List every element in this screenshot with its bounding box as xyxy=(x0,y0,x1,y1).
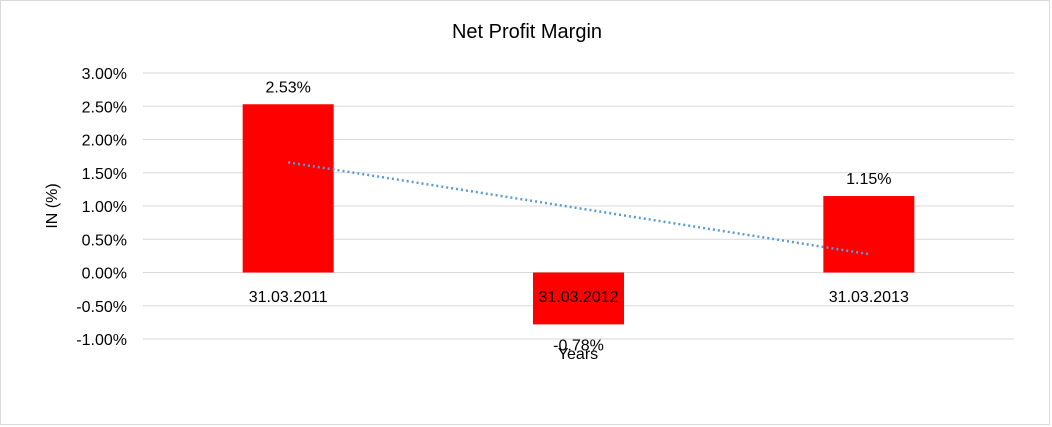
bar-31.03.2011 xyxy=(242,104,334,273)
category-label: 31.03.2011 xyxy=(249,289,328,306)
category-label: 31.03.2013 xyxy=(829,289,909,306)
trendline xyxy=(287,161,870,256)
y-axis-ticks: 3.00% 2.50% 2.00% 1.50% 1.00% 0.50% 0.00% -0.50… xyxy=(76,66,127,349)
y-tick-label: 0.50% xyxy=(82,232,127,249)
y-tick-label: -1.00% xyxy=(76,332,127,349)
bar-31.03.2012 xyxy=(533,272,624,325)
data-label: -0.78% xyxy=(553,337,604,354)
data-label: 2.53% xyxy=(265,79,310,96)
y-tick-label: 0.00% xyxy=(82,266,127,283)
data-labels: 2.53% -0.78% 1.15% xyxy=(265,79,891,354)
chart-title: Net Profit Margin xyxy=(452,21,602,43)
y-tick-label: 2.00% xyxy=(82,133,127,150)
y-axis-title: IN (%) xyxy=(44,183,61,228)
y-tick-label: 3.00% xyxy=(82,66,127,83)
y-tick-label: 1.50% xyxy=(82,166,127,183)
bars xyxy=(242,104,915,325)
data-label: 1.15% xyxy=(846,171,891,188)
y-tick-label: -0.50% xyxy=(76,299,127,316)
category-label: 31.03.2012 xyxy=(538,289,618,306)
x-axis-categories: 31.03.2011 31.03.2012 31.03.2013 xyxy=(249,289,909,306)
x-axis-title: Years xyxy=(558,346,598,363)
y-tick-label: 1.00% xyxy=(82,199,127,216)
trendline-line xyxy=(287,161,870,256)
bar-31.03.2013 xyxy=(823,196,915,273)
y-tick-label: 2.50% xyxy=(82,99,127,116)
